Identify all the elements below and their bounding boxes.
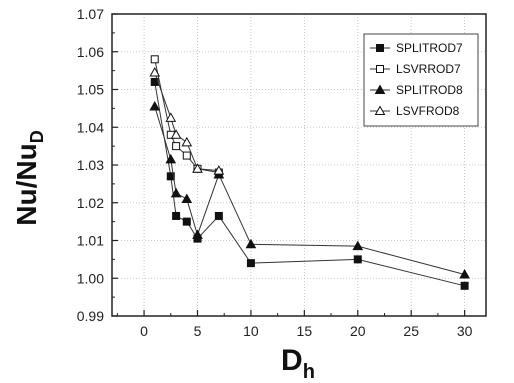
- data-point: [165, 153, 177, 164]
- x-tick-label: 0: [140, 323, 148, 339]
- series-line: [154, 106, 465, 275]
- legend-label: LSVFROD8: [396, 104, 460, 118]
- y-tick-label: 1.01: [77, 233, 104, 249]
- data-point: [182, 151, 191, 160]
- y-tick-label: 1.03: [77, 157, 104, 173]
- legend-marker: [376, 44, 384, 52]
- series-lsvfrod8: [149, 66, 225, 175]
- data-point: [181, 136, 193, 147]
- x-tick-label: 30: [457, 323, 473, 339]
- x-tick-label: 10: [243, 323, 259, 339]
- legend-label: SPLITROD7: [396, 41, 463, 55]
- y-tick-label: 1.06: [77, 44, 104, 60]
- series-splitrod8: [149, 100, 470, 279]
- x-tick-label: 5: [194, 323, 202, 339]
- data-point: [172, 142, 181, 151]
- data-point: [460, 281, 469, 290]
- series-lsvrrod7: [150, 55, 223, 177]
- y-axis-title: Nu/NuD: [11, 130, 47, 225]
- legend-marker: [374, 84, 386, 94]
- data-point: [353, 255, 362, 264]
- data-point: [149, 66, 161, 77]
- x-tick-label: 15: [297, 323, 313, 339]
- plot-frame: [111, 13, 487, 317]
- y-tick-label: 1.07: [77, 6, 104, 22]
- data-point: [165, 112, 177, 122]
- series-layer: [149, 55, 470, 290]
- data-point: [172, 211, 181, 220]
- data-point: [170, 187, 182, 198]
- legend: SPLITROD7 LSVRROD7 SPLITROD8 LSVFROD8: [363, 33, 479, 127]
- x-tick-label: 25: [403, 323, 419, 339]
- data-point: [459, 268, 470, 279]
- x-axis-title: Dh: [281, 344, 315, 383]
- data-point: [182, 217, 191, 226]
- axis-ticks: 0 5 10 15 20 25 30 0.99 1.00 1.01 1.02 1.03 1.04 1.05…: [77, 6, 473, 339]
- data-point: [192, 163, 203, 173]
- legend-marker: [374, 105, 386, 115]
- data-point: [213, 165, 225, 175]
- series-line: [154, 72, 219, 172]
- data-point: [166, 172, 175, 181]
- data-point: [214, 211, 223, 220]
- data-point: [150, 55, 159, 64]
- data-point: [192, 229, 203, 239]
- y-tick-label: 0.99: [77, 308, 104, 324]
- y-tick-label: 1.05: [77, 82, 104, 98]
- legend-label: SPLITROD8: [396, 83, 463, 97]
- y-tick-label: 1.04: [77, 119, 104, 135]
- data-point: [246, 259, 255, 268]
- y-tick-label: 1.02: [77, 195, 104, 211]
- data-point: [170, 129, 182, 139]
- x-tick-label: 20: [350, 323, 366, 339]
- legend-label: LSVRROD7: [396, 62, 461, 76]
- data-point: [181, 193, 193, 203]
- data-point: [245, 238, 257, 249]
- y-tick-label: 1.00: [77, 270, 104, 286]
- data-point: [149, 100, 161, 111]
- legend-marker: [376, 65, 384, 73]
- data-point: [352, 240, 364, 251]
